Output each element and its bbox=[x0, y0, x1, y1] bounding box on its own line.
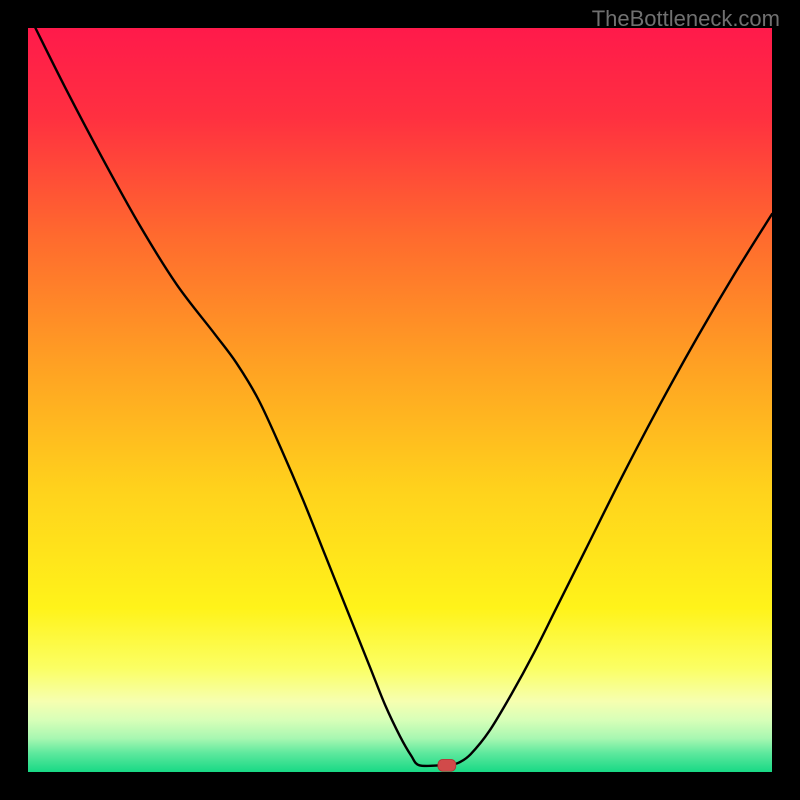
plot-gradient-background bbox=[28, 28, 772, 772]
watermark-label: TheBottleneck.com bbox=[592, 6, 780, 32]
optimum-marker bbox=[438, 759, 456, 771]
chart-container: TheBottleneck.com bbox=[0, 0, 800, 800]
bottleneck-chart bbox=[0, 0, 800, 800]
